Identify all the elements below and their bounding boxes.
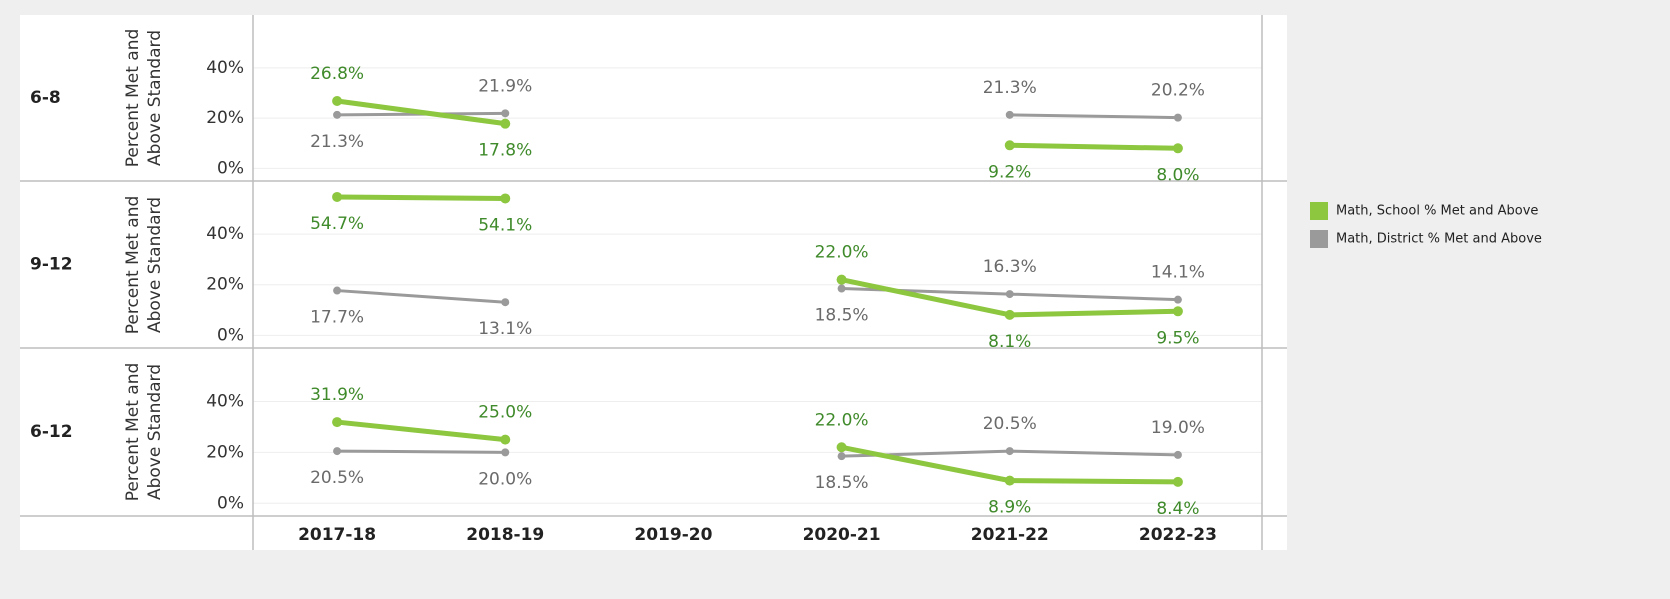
x-tick-label: 2019-20 [634,525,712,545]
series-point [1173,295,1182,304]
series-point [836,442,847,453]
row-label: 6-8 [30,88,61,108]
series-point [501,109,510,118]
data-label: 20.5% [310,468,364,488]
data-label: 18.5% [815,306,869,326]
series-point [332,96,343,107]
series-point [1004,140,1015,151]
data-label: 21.3% [983,78,1037,98]
data-label: 14.1% [1151,263,1205,283]
data-label: 22.0% [815,410,869,430]
data-label: 17.8% [478,141,532,161]
series-point [1173,450,1182,459]
series-point [1005,447,1014,456]
row-label: 6-12 [30,422,73,442]
y-tick-label: 20% [206,108,244,128]
row-label: 9-12 [30,255,73,275]
data-label: 20.0% [478,469,532,489]
legend-label: Math, School % Met and Above [1336,204,1538,219]
y-tick-label: 20% [206,442,244,462]
data-label: 54.7% [310,214,364,234]
y-tick-label: 20% [206,275,244,295]
data-label: 8.1% [988,332,1031,352]
data-label: 20.5% [983,414,1037,434]
series-point [837,284,846,293]
series-point [1004,309,1015,320]
series-point [333,110,342,119]
data-label: 9.2% [988,162,1031,182]
data-label: 18.5% [815,473,869,493]
series-point [1004,475,1015,486]
series-point [500,193,511,204]
y-tick-label: 40% [206,224,244,244]
legend-label: Math, District % Met and Above [1336,232,1542,247]
series-point [332,417,343,428]
y-axis-title: Percent Met and Above Standard [123,362,165,502]
series-point [333,286,342,295]
x-tick-label: 2021-22 [971,525,1049,545]
data-label: 26.8% [310,64,364,84]
legend-swatch [1310,202,1328,220]
data-label: 31.9% [310,385,364,405]
series-point [501,298,510,307]
y-tick-label: 40% [206,58,244,78]
series-point [1005,290,1014,299]
series-point [1173,113,1182,122]
data-label: 9.5% [1156,328,1199,348]
series-point [332,191,343,202]
data-label: 8.9% [988,498,1031,518]
plot-frame [20,15,1287,550]
series-point [1172,143,1183,154]
y-axis-title: Percent Met and Above Standard [123,28,165,168]
y-tick-label: 40% [206,391,244,411]
series-line [336,98,1178,151]
legend-swatch [1310,230,1328,248]
y-tick-label: 0% [217,158,244,178]
series-point [1172,306,1183,317]
series-point [500,434,511,445]
data-label: 13.1% [478,319,532,339]
data-label: 19.0% [1151,418,1205,438]
series-point [500,118,511,129]
data-label: 25.0% [478,403,532,423]
y-axis-title: Percent Met and Above Standard [123,195,165,334]
data-label: 17.7% [310,308,364,328]
data-label: 21.3% [310,132,364,152]
x-tick-label: 2020-21 [803,525,881,545]
series-point [836,274,847,285]
data-label: 16.3% [983,257,1037,277]
y-tick-label: 0% [217,325,244,345]
data-label: 8.0% [1156,165,1199,185]
series-point [501,448,510,457]
x-tick-label: 2017-18 [298,525,376,545]
data-label: 54.1% [478,215,532,235]
series-point [837,452,846,461]
series-point [333,447,342,456]
x-tick-label: 2018-19 [466,525,544,545]
data-label: 20.2% [1151,81,1205,101]
series-point [1172,476,1183,487]
y-tick-label: 0% [217,493,244,513]
data-label: 22.0% [815,243,869,263]
data-label: 8.4% [1156,499,1199,519]
x-tick-label: 2022-23 [1139,525,1217,545]
series-point [1005,110,1014,119]
data-label: 21.9% [478,76,532,96]
